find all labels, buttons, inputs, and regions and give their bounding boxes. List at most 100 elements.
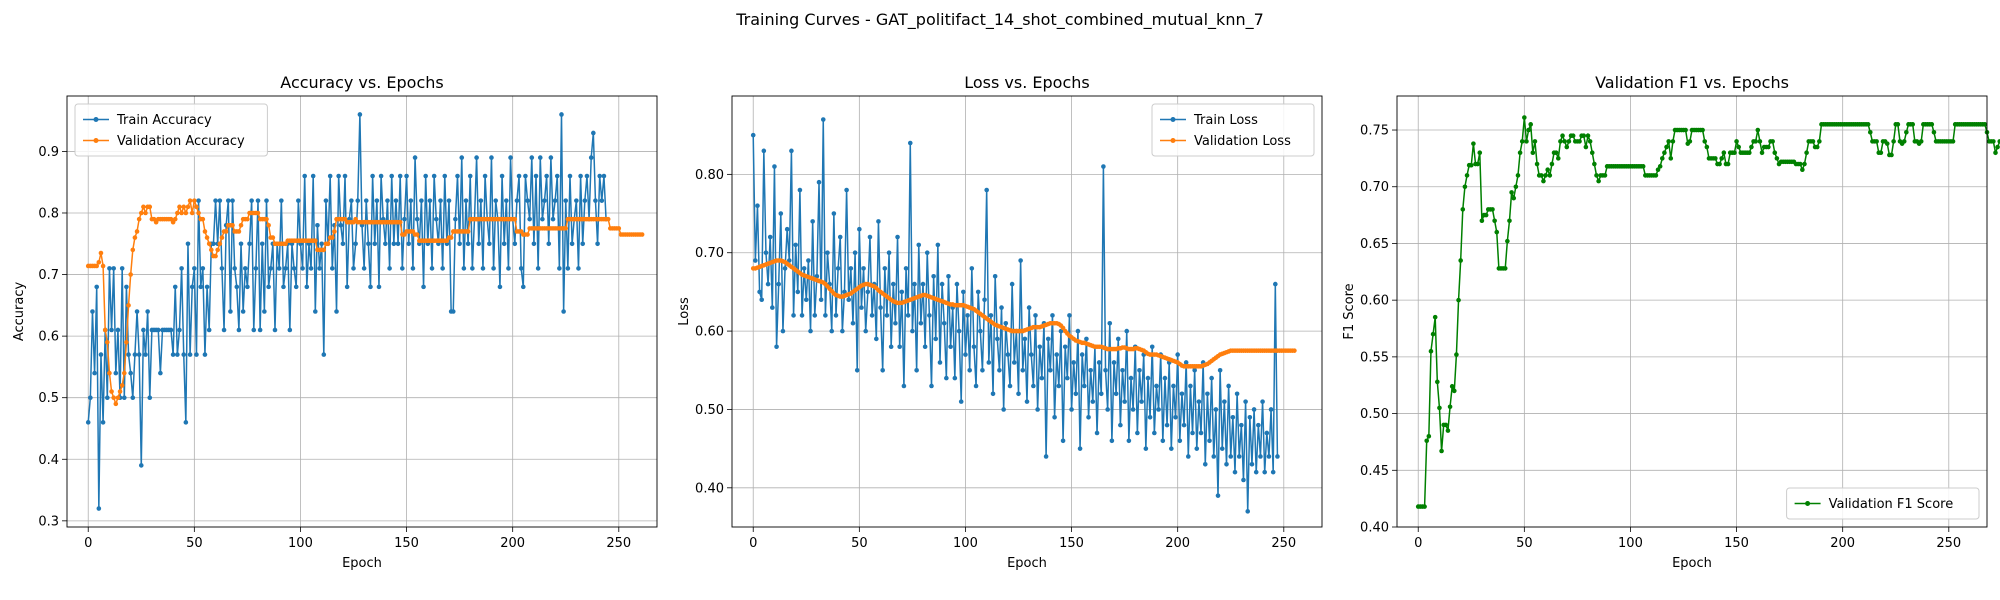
data-point xyxy=(408,198,414,203)
data-point xyxy=(801,266,807,271)
data-point xyxy=(557,266,562,271)
data-point xyxy=(1130,407,1136,412)
x-axis-label: Epoch xyxy=(1672,556,1712,571)
data-point xyxy=(321,247,327,253)
x-tick-label: 150 xyxy=(1724,536,1749,551)
data-point xyxy=(1071,360,1076,365)
data-point xyxy=(141,327,146,333)
data-point xyxy=(1774,156,1780,161)
data-point xyxy=(459,155,465,160)
data-point xyxy=(94,263,100,269)
data-point xyxy=(501,241,507,247)
data-point xyxy=(833,313,839,318)
x-tick-label: 250 xyxy=(1936,536,1961,551)
data-point xyxy=(1721,150,1727,156)
y-tick-label: 0.50 xyxy=(1360,407,1389,422)
data-point xyxy=(533,173,539,179)
data-point xyxy=(1997,139,2000,144)
legend-label: Train Loss xyxy=(1193,113,1258,128)
data-point xyxy=(122,370,127,376)
data-point xyxy=(225,198,231,203)
data-point xyxy=(1107,320,1113,326)
data-point xyxy=(493,198,499,203)
data-point xyxy=(291,266,297,271)
data-point xyxy=(810,219,815,224)
data-point xyxy=(1995,144,2000,150)
legend-marker xyxy=(93,138,99,143)
data-point xyxy=(177,327,182,333)
data-point xyxy=(1991,139,1996,144)
data-point xyxy=(1179,391,1185,397)
data-point xyxy=(1205,391,1210,397)
data-point xyxy=(1045,336,1051,342)
data-point xyxy=(952,375,958,381)
data-point xyxy=(1052,414,1057,420)
data-point xyxy=(1135,430,1140,436)
data-point xyxy=(1558,139,1563,144)
y-tick-label: 0.65 xyxy=(1360,237,1389,252)
data-point xyxy=(1124,328,1130,334)
legend-label: Validation Loss xyxy=(1194,134,1291,149)
data-point xyxy=(1043,454,1049,459)
data-point xyxy=(975,289,981,295)
data-point xyxy=(268,266,274,271)
data-point xyxy=(376,284,382,290)
data-point xyxy=(138,210,144,216)
data-point xyxy=(1543,173,1548,178)
data-point xyxy=(366,241,371,247)
x-tick-label: 100 xyxy=(1618,536,1643,551)
data-point xyxy=(997,367,1002,373)
data-point xyxy=(1553,150,1559,156)
data-point xyxy=(313,309,318,314)
data-point xyxy=(368,284,373,290)
data-point xyxy=(563,226,569,231)
data-point xyxy=(1918,139,1924,144)
data-point xyxy=(1003,320,1009,326)
data-point xyxy=(253,266,259,271)
data-point xyxy=(927,313,932,318)
data-point xyxy=(1194,446,1200,451)
data-point xyxy=(255,210,261,216)
data-point xyxy=(757,289,762,295)
series-group xyxy=(1415,115,2000,509)
data-point xyxy=(138,463,144,468)
data-point xyxy=(109,327,114,333)
data-point xyxy=(1154,383,1159,389)
data-point xyxy=(903,266,909,271)
data-point xyxy=(351,266,356,271)
data-point xyxy=(1256,422,1261,428)
data-point xyxy=(884,313,890,318)
data-point xyxy=(580,241,586,247)
data-point xyxy=(461,266,467,271)
data-point xyxy=(132,352,138,357)
data-point xyxy=(319,241,324,247)
data-point xyxy=(941,320,947,326)
data-point xyxy=(124,339,129,345)
data-point xyxy=(1931,129,1937,135)
data-point xyxy=(1207,438,1212,444)
data-point xyxy=(1587,139,1593,144)
data-point xyxy=(1188,383,1193,389)
data-point xyxy=(1814,144,1820,150)
data-point xyxy=(935,242,941,248)
data-point xyxy=(448,235,454,240)
data-point xyxy=(238,241,244,247)
y-tick-label: 0.7 xyxy=(38,268,59,283)
data-point xyxy=(325,241,331,247)
data-point xyxy=(1490,207,1495,212)
data-point xyxy=(455,173,460,179)
data-point xyxy=(1867,129,1873,135)
data-point xyxy=(944,375,949,381)
series-train-accuracy xyxy=(85,112,609,511)
data-point xyxy=(431,173,437,179)
data-point xyxy=(954,281,960,287)
data-point xyxy=(113,370,119,376)
data-point xyxy=(1517,150,1523,156)
data-point xyxy=(924,250,930,256)
data-point xyxy=(956,328,962,334)
data-point xyxy=(236,327,242,333)
data-point xyxy=(978,328,983,334)
data-point xyxy=(929,383,934,389)
